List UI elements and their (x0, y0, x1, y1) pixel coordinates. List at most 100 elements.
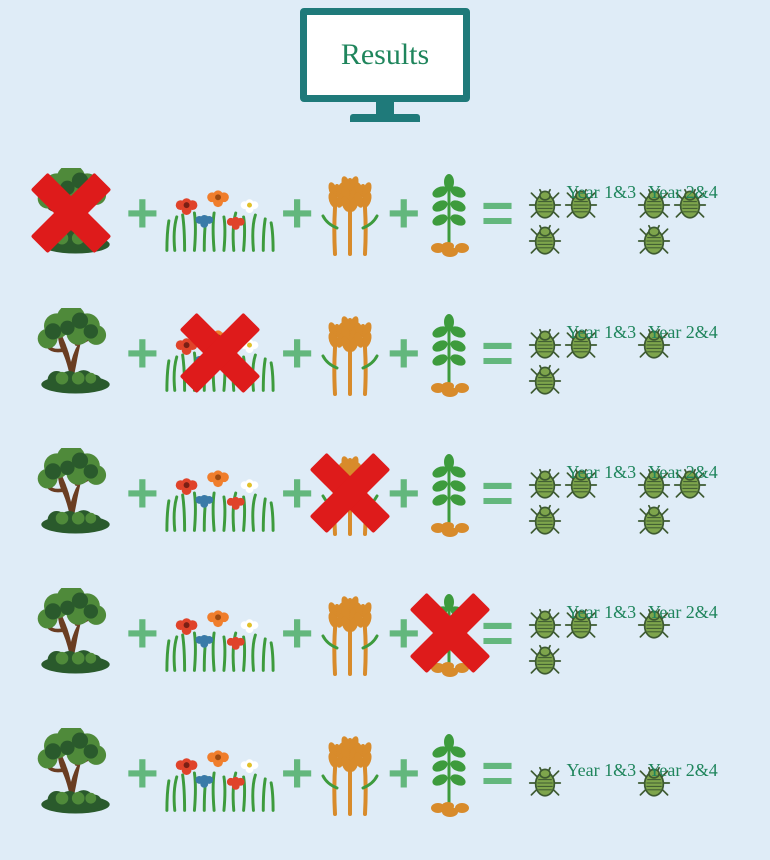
flowers-icon (161, 448, 279, 538)
wheat-icon (315, 588, 385, 678)
equation-row: + + + = Year 1&3 Year 2&4 (18, 148, 758, 278)
wheat-slot (315, 588, 385, 678)
plus-operator: + (124, 325, 161, 381)
bug-icon (528, 608, 562, 642)
flowers-slot (161, 448, 279, 538)
year-label-left: Year 1&3 (566, 760, 636, 781)
bug-icon (528, 766, 562, 800)
equation-rows: + + + = Year 1&3 Year 2&4 + + + = Year 1&3 Yea… (18, 148, 758, 848)
flowers-slot (161, 728, 279, 818)
bug-icon (637, 504, 671, 538)
plus-operator: + (385, 465, 422, 521)
bug-icon (528, 224, 562, 258)
bug-icon (637, 224, 671, 258)
cross-icon (180, 313, 260, 393)
sprout-icon (422, 448, 477, 538)
sprout-icon (422, 308, 477, 398)
wheat-slot (315, 168, 385, 258)
year-label-right: Year 2&4 (648, 462, 718, 483)
equation-row: + + + = Year 1&3 Year 2&4 (18, 288, 758, 418)
plus-operator: + (385, 185, 422, 241)
tree-icon (18, 588, 124, 678)
sprout-slot (422, 308, 477, 398)
bug-icon (528, 468, 562, 502)
bug-icon (528, 328, 562, 362)
bug-icon (528, 468, 562, 502)
bug-icon (528, 188, 562, 222)
plus-operator: + (124, 605, 161, 661)
tree-slot (18, 728, 124, 818)
plus-operator: + (279, 745, 316, 801)
flowers-slot (161, 308, 279, 398)
cross-icon (310, 453, 390, 533)
year-label-left: Year 1&3 (566, 462, 636, 483)
year-label-right: Year 2&4 (648, 182, 718, 203)
sprout-icon (422, 168, 477, 258)
bug-icon (528, 504, 562, 538)
year-label-right: Year 2&4 (648, 322, 718, 343)
plus-operator: + (124, 745, 161, 801)
equation-row: + + + = Year 1&3 Year 2&4 (18, 708, 758, 838)
equals-operator: = (477, 745, 512, 801)
results-area: Year 1&3 Year 2&4 (516, 468, 720, 538)
plus-operator: + (279, 325, 316, 381)
year-label-left: Year 1&3 (566, 602, 636, 623)
results-area: Year 1&3 Year 2&4 (516, 328, 720, 398)
bug-icon (637, 224, 671, 258)
plus-operator: + (385, 745, 422, 801)
flowers-slot (161, 588, 279, 678)
flowers-icon (161, 588, 279, 678)
tree-icon (18, 728, 124, 818)
bug-icon (528, 364, 562, 398)
results-area: Year 1&3 Year 2&4 (516, 608, 720, 678)
results-monitor: Results (300, 8, 470, 118)
bug-icon (528, 188, 562, 222)
year-label-right: Year 2&4 (648, 760, 718, 781)
cross-icon (31, 173, 111, 253)
plus-operator: + (124, 185, 161, 241)
tree-slot (18, 308, 124, 398)
cross-icon (410, 593, 490, 673)
wheat-icon (315, 308, 385, 398)
results-area: Year 1&3 Year 2&4 (516, 188, 720, 258)
equation-row: +++= Year 1&3 Year 2&4 (18, 568, 758, 698)
sprout-slot (422, 448, 477, 538)
results-title: Results (341, 38, 429, 72)
wheat-slot (315, 448, 385, 538)
bug-icon (637, 504, 671, 538)
year-label-left: Year 1&3 (566, 322, 636, 343)
bug-icon (528, 644, 562, 678)
equation-row: +++= Year 1&3 Year 2&4 (18, 428, 758, 558)
bug-icon (528, 644, 562, 678)
tree-icon (18, 308, 124, 398)
flowers-slot (161, 168, 279, 258)
year-label-right: Year 2&4 (648, 602, 718, 623)
bug-icon (528, 328, 562, 362)
results-area: Year 1&3 Year 2&4 (516, 766, 720, 800)
bug-icon (528, 224, 562, 258)
bug-icon (528, 766, 562, 800)
tree-slot (18, 588, 124, 678)
tree-icon (18, 448, 124, 538)
plus-operator: + (385, 325, 422, 381)
sprout-icon (422, 728, 477, 818)
plus-operator: + (124, 465, 161, 521)
wheat-icon (315, 168, 385, 258)
flowers-icon (161, 728, 279, 818)
tree-slot (18, 168, 124, 258)
monitor-screen: Results (300, 8, 470, 102)
bug-icon (528, 608, 562, 642)
bug-icon (528, 504, 562, 538)
equals-operator: = (477, 185, 512, 241)
wheat-icon (315, 728, 385, 818)
sprout-slot (422, 168, 477, 258)
plus-operator: + (279, 605, 316, 661)
equals-operator: = (477, 465, 512, 521)
bug-icon (528, 364, 562, 398)
flowers-icon (161, 168, 279, 258)
equals-operator: = (477, 325, 512, 381)
year-label-left: Year 1&3 (566, 182, 636, 203)
sprout-slot (422, 588, 477, 678)
sprout-slot (422, 728, 477, 818)
plus-operator: + (279, 185, 316, 241)
